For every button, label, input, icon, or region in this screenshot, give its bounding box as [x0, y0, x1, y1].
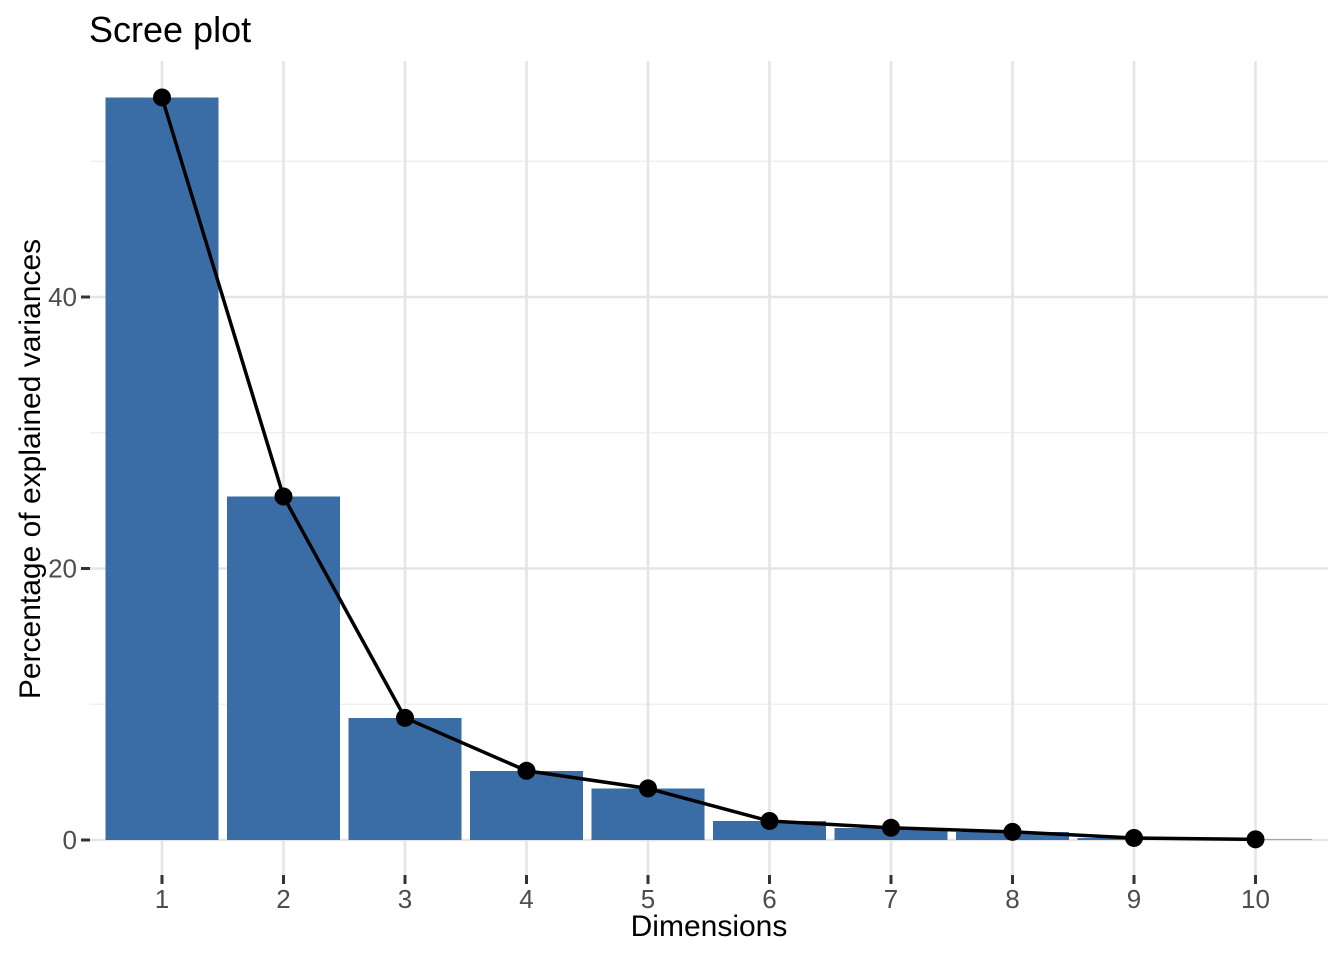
bar — [713, 820, 826, 840]
data-point — [1125, 828, 1143, 847]
x-tick-label: 2 — [276, 884, 290, 914]
chart-title: Scree plot — [89, 9, 252, 50]
data-point — [639, 779, 657, 798]
x-tick-label: 9 — [1127, 884, 1141, 914]
x-tick-label: 7 — [884, 884, 898, 914]
data-point — [396, 708, 414, 727]
y-axis-title: Percentage of explained variances — [14, 238, 47, 700]
x-tick-label: 6 — [762, 884, 776, 914]
x-tick-label: 10 — [1241, 884, 1270, 914]
x-axis-title: Dimensions — [630, 910, 788, 943]
bar — [470, 770, 583, 840]
data-point — [1246, 830, 1265, 849]
data-point — [1003, 822, 1022, 841]
bar — [227, 496, 340, 840]
x-tick-label: 5 — [641, 884, 655, 914]
data-point — [517, 761, 536, 780]
y-tick-label: 0 — [63, 825, 77, 855]
x-tick-label: 8 — [1005, 884, 1019, 914]
data-point — [760, 811, 779, 830]
data-point — [882, 818, 900, 837]
x-tick-label: 1 — [155, 884, 169, 914]
data-point — [153, 88, 171, 107]
bar — [348, 717, 462, 840]
y-tick-label: 20 — [48, 554, 77, 584]
x-tick-label: 4 — [519, 884, 533, 914]
y-tick-label: 40 — [48, 282, 77, 312]
bar — [105, 97, 219, 840]
scree-line — [160, 96, 1256, 842]
data-point — [274, 487, 293, 506]
x-tick-label: 3 — [398, 884, 412, 914]
